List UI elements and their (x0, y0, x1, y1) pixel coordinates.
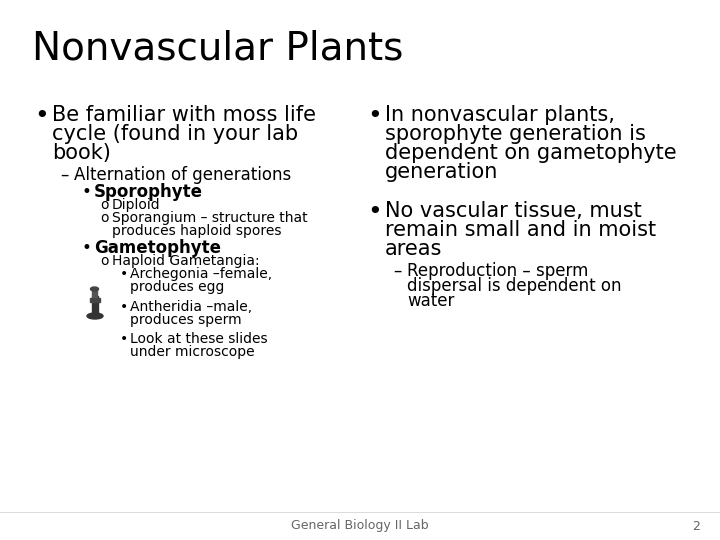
Text: Sporophyte: Sporophyte (94, 183, 203, 201)
Text: •: • (367, 104, 382, 128)
Text: •: • (82, 239, 92, 257)
Text: No vascular tissue, must: No vascular tissue, must (385, 201, 642, 221)
Text: Gametophyte: Gametophyte (94, 239, 221, 257)
Text: •: • (120, 267, 128, 281)
Text: produces sperm: produces sperm (130, 313, 242, 327)
Text: Alternation of generations: Alternation of generations (74, 166, 292, 184)
Text: under microscope: under microscope (130, 345, 255, 359)
Bar (90, 298, 100, 302)
Text: Reproduction – sperm: Reproduction – sperm (407, 262, 588, 280)
Text: •: • (120, 332, 128, 346)
Text: dispersal is dependent on: dispersal is dependent on (407, 277, 621, 295)
Text: cycle (found in your lab: cycle (found in your lab (52, 124, 298, 144)
Text: produces egg: produces egg (130, 280, 225, 294)
Bar (92, 289, 97, 297)
Text: •: • (367, 200, 382, 224)
Text: –: – (393, 262, 401, 280)
Text: Nonvascular Plants: Nonvascular Plants (32, 30, 403, 68)
Text: sporophyte generation is: sporophyte generation is (385, 124, 646, 144)
Text: areas: areas (385, 239, 442, 259)
Bar (92, 296, 98, 316)
Text: Haploid Gametangia:: Haploid Gametangia: (112, 254, 260, 268)
Text: water: water (407, 292, 454, 310)
Text: General Biology II Lab: General Biology II Lab (291, 519, 429, 532)
Text: remain small and in moist: remain small and in moist (385, 220, 656, 240)
Text: Diploid: Diploid (112, 198, 161, 212)
Text: In nonvascular plants,: In nonvascular plants, (385, 105, 615, 125)
Text: book): book) (52, 143, 111, 163)
Text: Look at these slides: Look at these slides (130, 332, 268, 346)
Text: generation: generation (385, 162, 498, 182)
Text: Archegonia –female,: Archegonia –female, (130, 267, 272, 281)
Text: produces haploid spores: produces haploid spores (112, 224, 282, 238)
Text: •: • (34, 104, 49, 128)
Text: –: – (60, 166, 68, 184)
Text: 2: 2 (692, 519, 700, 532)
Text: Sporangium – structure that: Sporangium – structure that (112, 211, 307, 225)
Text: o: o (100, 254, 109, 268)
Text: •: • (82, 183, 92, 201)
Text: Antheridia –male,: Antheridia –male, (130, 300, 252, 314)
Text: o: o (100, 198, 109, 212)
Ellipse shape (87, 313, 103, 319)
Ellipse shape (91, 287, 99, 291)
Text: o: o (100, 211, 109, 225)
Text: Be familiar with moss life: Be familiar with moss life (52, 105, 316, 125)
Text: •: • (120, 300, 128, 314)
Text: dependent on gametophyte: dependent on gametophyte (385, 143, 677, 163)
